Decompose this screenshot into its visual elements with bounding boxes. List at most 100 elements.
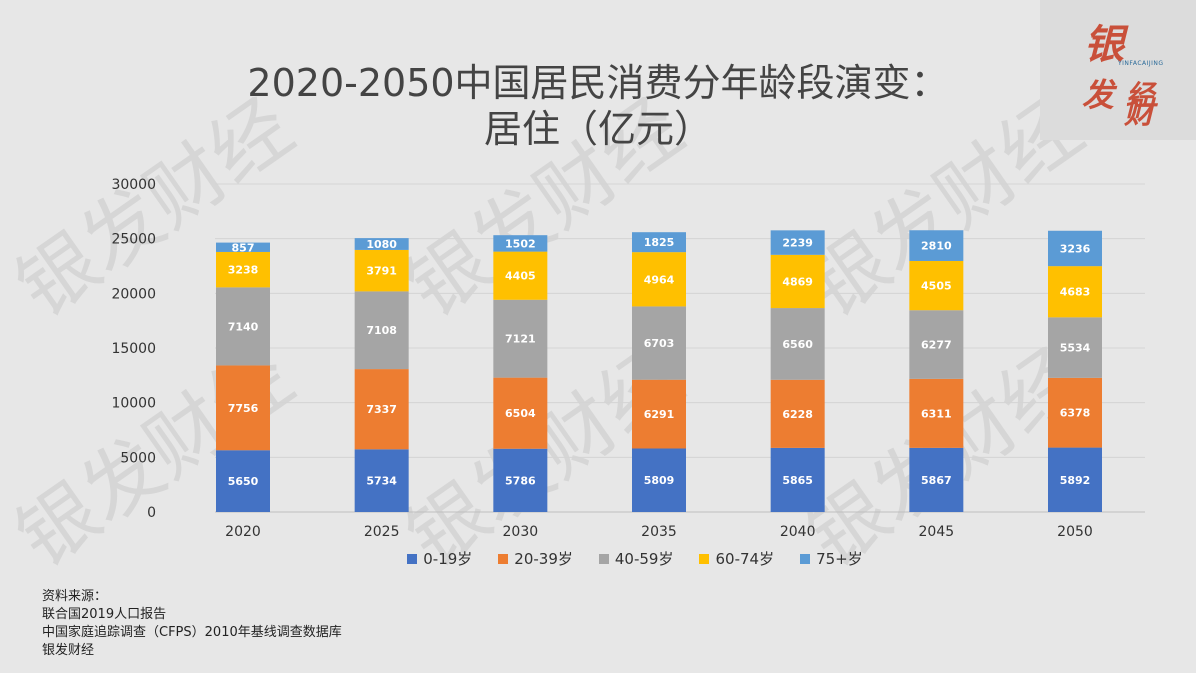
logo-char-1: 银 <box>1084 21 1124 68</box>
y-tick-label: 25000 <box>111 232 156 248</box>
legend-item: 40-59岁 <box>598 548 674 569</box>
data-label: 6277 <box>921 339 952 352</box>
x-tick-label: 2050 <box>1057 524 1093 540</box>
x-tick-label: 2030 <box>503 524 539 540</box>
bar-segment <box>493 448 548 512</box>
bar-segment <box>354 449 409 512</box>
y-tick-label: 5000 <box>120 450 156 466</box>
y-tick-label: 15000 <box>111 341 156 357</box>
source-notes: 资料来源： 联合国2019人口报告 中国家庭追踪调查（CFPS）2010年基线调… <box>42 588 342 660</box>
bar-segment <box>1048 377 1102 448</box>
bar-segment <box>216 365 270 451</box>
data-label: 4964 <box>644 273 675 286</box>
y-axis: 0 5000 10000 15000 20000 25000 30000 <box>111 177 156 521</box>
y-tick-label: 20000 <box>111 286 156 302</box>
data-label: 857 <box>232 241 255 254</box>
logo-tagline: YINFACAIJING <box>1118 60 1164 67</box>
bar-segment <box>354 238 409 250</box>
legend-label: 40-59岁 <box>614 550 674 568</box>
bar-segment <box>770 379 825 448</box>
source-line: 中国家庭追踪调查（CFPS）2010年基线调查数据库 <box>42 625 342 640</box>
legend-item: 60-74岁 <box>699 548 774 569</box>
legend-label: 20-39岁 <box>514 550 573 568</box>
legend-swatch <box>699 553 710 564</box>
bar-segment <box>632 232 686 253</box>
legend-label: 60-74岁 <box>715 550 775 568</box>
legend-label: 0-19岁 <box>423 550 473 568</box>
bar-segment <box>493 377 548 449</box>
data-label: 4505 <box>921 280 952 293</box>
data-label: 5867 <box>921 474 952 487</box>
data-label: 7140 <box>228 320 259 333</box>
data-label: 1502 <box>505 237 536 250</box>
y-tick-label: 30000 <box>111 177 156 193</box>
data-label: 7121 <box>505 333 536 346</box>
bar-segment <box>632 379 686 449</box>
x-tick-label: 2035 <box>641 524 677 540</box>
legend-swatch <box>800 553 811 564</box>
chart-title: 2020-2050中国居民消费分年龄段演变： 居住（亿元） <box>0 60 1196 152</box>
logo-char-2: 发 <box>1082 76 1115 114</box>
bar-segment <box>909 310 964 379</box>
bar-segment <box>493 251 548 300</box>
bar-segment <box>909 230 964 261</box>
legend-item: 20-39岁 <box>498 548 573 569</box>
data-label: 1080 <box>366 238 397 251</box>
bar-segment <box>493 299 548 378</box>
legend-swatch <box>407 553 418 564</box>
bar-segment <box>216 287 270 366</box>
data-label: 6291 <box>644 408 675 421</box>
data-label: 5892 <box>1060 474 1091 487</box>
source-line: 银发财经 <box>42 643 95 658</box>
x-tick-label: 2040 <box>780 524 816 540</box>
data-label: 6560 <box>782 338 813 351</box>
data-label: 5865 <box>782 474 813 487</box>
bar-segment <box>1048 447 1102 512</box>
bar-segment <box>770 447 825 512</box>
legend-swatch <box>498 553 509 564</box>
logo-char-4: 经 <box>1126 79 1155 112</box>
data-label: 4405 <box>505 270 536 283</box>
legend-item: 0-19岁 <box>407 548 472 569</box>
bar-segment <box>770 308 825 380</box>
data-label: 3238 <box>228 264 259 277</box>
bar-segment <box>1048 317 1102 378</box>
x-tick-label: 2025 <box>364 524 400 540</box>
data-label: 6378 <box>1060 407 1091 420</box>
data-label: 7756 <box>228 402 259 415</box>
bar-segment <box>216 251 270 288</box>
bar-segment <box>632 306 686 380</box>
bar-segment <box>216 242 270 252</box>
data-label: 5534 <box>1060 342 1091 355</box>
bar-segment <box>216 450 270 512</box>
bar-segment <box>632 252 686 307</box>
x-tick-label: 2020 <box>225 524 261 540</box>
legend-swatch <box>598 553 609 564</box>
bar-segment <box>770 230 825 255</box>
data-label: 2239 <box>782 237 813 250</box>
legend-item: 75+岁 <box>800 548 863 569</box>
data-label: 3236 <box>1060 242 1091 255</box>
data-label: 1825 <box>644 236 675 249</box>
bar-segment <box>1048 266 1102 318</box>
y-tick-label: 10000 <box>111 396 156 412</box>
chart-title-line1: 2020-2050中国居民消费分年龄段演变： <box>247 61 949 105</box>
logo-char-3: 财 <box>1124 96 1154 131</box>
bar-segment <box>909 378 964 448</box>
data-label: 4683 <box>1060 286 1091 299</box>
bar-segment <box>770 254 825 309</box>
data-label: 5650 <box>228 475 259 488</box>
data-label: 6504 <box>505 407 536 420</box>
data-label: 6703 <box>644 337 675 350</box>
source-heading: 资料来源： <box>42 589 108 604</box>
legend-label: 75+岁 <box>816 550 863 568</box>
data-label: 5734 <box>366 475 397 488</box>
data-label: 7337 <box>366 403 397 416</box>
brand-logo: 银 发 财 经 YINFACAIJING <box>1040 0 1196 140</box>
bar-segment <box>1048 230 1102 267</box>
data-label: 2810 <box>921 240 952 253</box>
data-label: 7108 <box>366 324 397 337</box>
bar-segment <box>632 448 686 512</box>
y-tick-label: 0 <box>147 505 156 521</box>
bar-segment <box>354 369 409 450</box>
